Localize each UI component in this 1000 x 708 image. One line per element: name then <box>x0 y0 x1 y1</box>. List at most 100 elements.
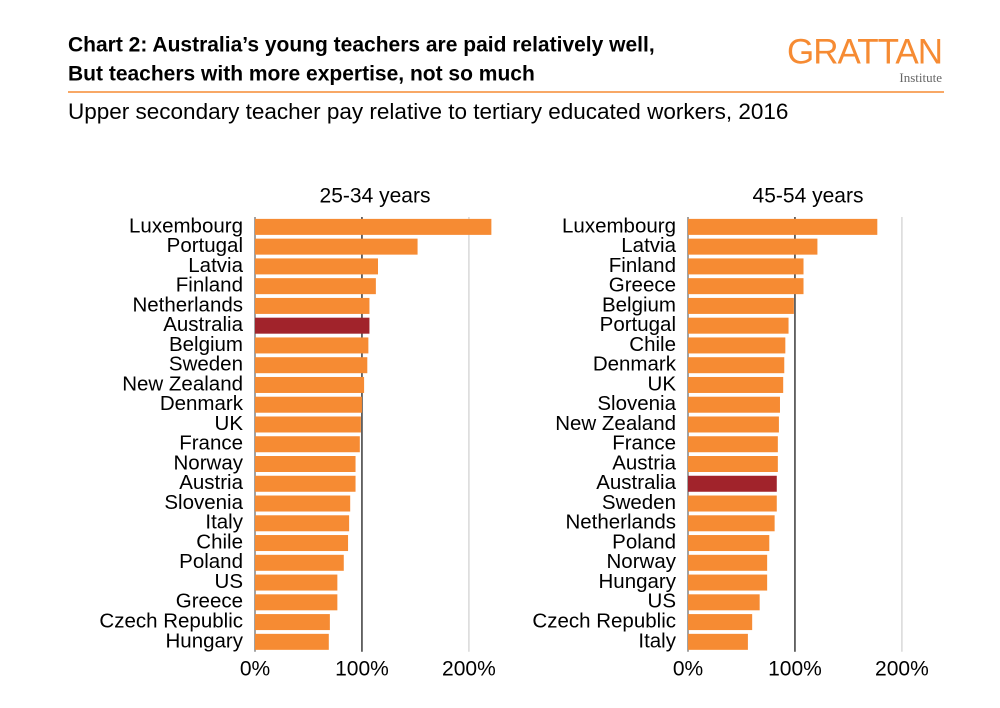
bar <box>688 218 878 235</box>
bar <box>688 535 770 552</box>
bar <box>255 594 338 611</box>
logo-sub: Institute <box>899 70 942 85</box>
category-label: Czech Republic <box>532 610 676 633</box>
bar <box>688 614 753 631</box>
category-label: UK <box>648 372 677 395</box>
logo: GRATTAN <box>787 32 942 71</box>
x-tick-label: 0% <box>240 658 270 681</box>
bar <box>255 554 344 571</box>
category-label: Portugal <box>167 234 243 257</box>
category-label: Australia <box>163 313 243 336</box>
bar <box>255 416 361 433</box>
x-tick-label: 100% <box>335 658 389 681</box>
bar <box>255 357 368 374</box>
category-label: Italy <box>638 629 676 652</box>
bar <box>255 337 369 354</box>
category-label: New Zealand <box>555 412 676 435</box>
bar <box>688 337 786 354</box>
bar <box>255 535 349 552</box>
title-line: But teachers with more expertise, not so… <box>68 63 535 86</box>
category-label: Sweden <box>169 353 243 376</box>
bar <box>688 416 779 433</box>
bar <box>688 258 804 275</box>
category-label: Slovenia <box>597 392 676 415</box>
bar <box>688 574 768 591</box>
bar <box>688 297 794 314</box>
category-label: Finland <box>176 274 243 297</box>
bar <box>688 317 789 334</box>
category-label: Latvia <box>621 234 676 257</box>
category-label: Hungary <box>599 570 677 593</box>
bar <box>688 554 768 571</box>
panel-title: 25-34 years <box>320 185 431 208</box>
category-label: Czech Republic <box>99 610 243 633</box>
bar <box>688 238 818 255</box>
bar <box>255 258 378 275</box>
bar <box>255 238 418 255</box>
x-tick-label: 100% <box>768 658 822 681</box>
category-label: Luxembourg <box>129 214 243 237</box>
category-label: Hungary <box>166 629 244 652</box>
category-label: Greece <box>176 590 243 613</box>
bar <box>255 317 370 334</box>
category-label: Slovenia <box>164 491 243 514</box>
category-label: Sweden <box>602 491 676 514</box>
category-label: Australia <box>596 471 676 494</box>
bar <box>255 396 362 413</box>
bar <box>688 594 760 611</box>
bar <box>255 278 376 295</box>
category-label: US <box>648 590 676 613</box>
category-label: France <box>612 432 676 455</box>
category-label: Latvia <box>188 254 243 277</box>
bar <box>688 278 804 295</box>
category-label: Greece <box>609 274 676 297</box>
category-label: Chile <box>196 530 243 553</box>
bar <box>688 456 778 472</box>
x-tick-label: 200% <box>442 658 496 681</box>
bar <box>255 436 360 453</box>
category-label: Denmark <box>593 353 677 376</box>
category-label: Austria <box>179 471 243 494</box>
category-label: Chile <box>629 333 676 356</box>
category-label: Norway <box>607 550 677 573</box>
bar <box>255 456 356 472</box>
bar <box>688 396 780 413</box>
category-label: Belgium <box>602 293 676 316</box>
bar <box>255 297 370 314</box>
category-label: Portugal <box>600 313 676 336</box>
category-label: Austria <box>612 451 676 474</box>
panel-title: 45-54 years <box>753 185 864 208</box>
category-label: Norway <box>174 451 244 474</box>
bar <box>255 376 365 393</box>
bar <box>255 633 329 650</box>
bar <box>255 515 350 532</box>
category-label: Netherlands <box>565 511 676 534</box>
bar <box>688 357 785 374</box>
category-label: Belgium <box>169 333 243 356</box>
subtitle: Upper secondary teacher pay relative to … <box>68 99 788 124</box>
category-label: Poland <box>612 530 676 553</box>
bar <box>688 633 748 650</box>
title-line: Chart 2: Australia’s young teachers are … <box>68 34 655 57</box>
bar <box>688 515 775 532</box>
category-label: France <box>179 432 243 455</box>
category-label: UK <box>215 412 244 435</box>
category-label: US <box>215 570 243 593</box>
category-label: Netherlands <box>132 293 243 316</box>
bar <box>255 475 356 492</box>
bar <box>688 436 778 453</box>
category-label: Finland <box>609 254 676 277</box>
bar <box>255 614 330 631</box>
bar <box>688 475 777 492</box>
category-label: Poland <box>179 550 243 573</box>
category-label: Denmark <box>160 392 244 415</box>
category-label: Italy <box>205 511 243 534</box>
category-label: Luxembourg <box>562 214 676 237</box>
bar <box>688 376 784 393</box>
bar <box>255 574 338 591</box>
category-label: New Zealand <box>122 372 243 395</box>
bar <box>255 495 351 512</box>
bar <box>688 495 777 512</box>
bar <box>255 218 492 235</box>
